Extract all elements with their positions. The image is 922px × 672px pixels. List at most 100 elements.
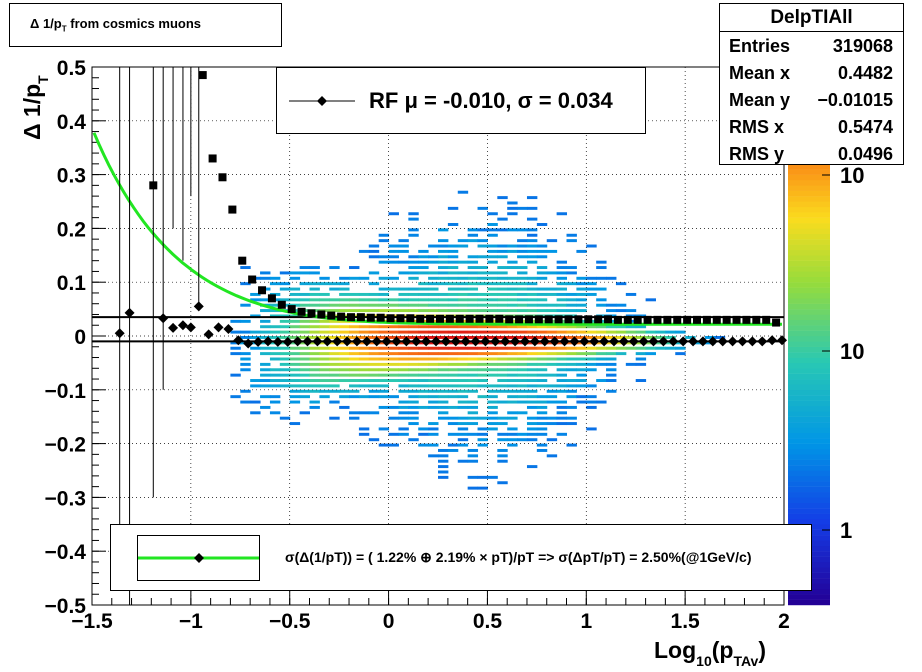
stats-key: Mean y (729, 90, 791, 110)
mean-point (628, 336, 639, 347)
heatmap-cell (398, 239, 409, 243)
heatmap-cell (457, 190, 469, 194)
heatmap-cell (447, 309, 459, 313)
heatmap-cell (447, 244, 459, 248)
heatmap-cell (497, 282, 508, 286)
heatmap-cell (497, 422, 508, 426)
color-bar-segment (788, 368, 830, 374)
heatmap-cell (566, 330, 577, 334)
heatmap-cell (566, 405, 577, 409)
heatmap-cell (517, 303, 528, 307)
heatmap-cell (269, 352, 281, 356)
heatmap-cell (408, 395, 419, 399)
heatmap-cell (497, 400, 508, 404)
heatmap-cell (358, 336, 370, 339)
heatmap-cell (447, 266, 459, 270)
heatmap-cell (388, 362, 399, 366)
heatmap-cell (388, 432, 399, 436)
color-bar-segment (788, 223, 830, 229)
heatmap-cell (447, 443, 459, 447)
heatmap-cell (487, 416, 498, 420)
heatmap-cell (339, 379, 350, 382)
heatmap-cell (536, 422, 548, 426)
heatmap-cell (447, 282, 459, 286)
sigma-point (396, 314, 405, 323)
color-bar-segment (788, 594, 830, 600)
heatmap-cell (378, 346, 390, 350)
heatmap-cell (467, 362, 479, 366)
sigma-point (307, 309, 316, 318)
heatmap-cell (507, 362, 518, 366)
color-bar-segment (788, 492, 830, 498)
heatmap-cell (269, 384, 281, 388)
heatmap-cell (398, 287, 409, 291)
heatmap-cell (279, 282, 291, 286)
color-bar-segment (788, 239, 830, 245)
heatmap-cell (408, 212, 419, 216)
heatmap-cell (447, 260, 459, 264)
heatmap-cell (546, 400, 558, 404)
heatmap-cell (507, 432, 518, 436)
heatmap-cell (615, 325, 627, 329)
heatmap-cell (269, 282, 281, 286)
y-tick-label: 0.1 (57, 272, 87, 295)
heatmap-cell (477, 384, 488, 388)
heatmap-cell (418, 255, 429, 259)
heatmap-cell (438, 411, 449, 415)
heatmap-cell (269, 379, 281, 382)
heatmap-cell (536, 276, 548, 280)
color-bar-segment (788, 266, 830, 272)
heatmap-cell (536, 309, 548, 313)
heatmap-cell (319, 276, 330, 280)
heatmap-cell (418, 432, 429, 436)
heatmap-cell (566, 271, 577, 275)
heatmap-cell (299, 357, 310, 361)
heatmap-cell (438, 389, 449, 393)
heatmap-cell (240, 303, 251, 307)
heatmap-cell (526, 438, 538, 442)
heatmap-cell (260, 336, 271, 339)
fit-legend-text: σ(Δ(1/pT)) = ( 1.22% ⊕ 2.19% × pT)/pT =>… (285, 549, 752, 565)
heatmap-cell (467, 400, 479, 404)
sigma-point (683, 315, 692, 324)
heatmap-cell (477, 239, 488, 243)
heatmap-cell (388, 287, 399, 291)
color-bar-segment (788, 438, 830, 444)
heatmap-cell (507, 411, 518, 415)
heatmap-cell (388, 395, 399, 399)
heatmap-cell (566, 346, 577, 350)
heatmap-cell (457, 244, 469, 248)
heatmap-cell (289, 352, 301, 356)
heatmap-cell (536, 373, 548, 377)
heatmap-cell (299, 352, 310, 356)
sigma-point (445, 314, 454, 323)
heatmap-cell (536, 379, 548, 382)
heatmap-cell (447, 303, 459, 307)
heatmap-cell (388, 260, 399, 264)
heatmap-cell (507, 206, 518, 210)
heatmap-cell (428, 379, 439, 382)
heatmap-cell (556, 400, 568, 404)
mean-point (253, 336, 264, 347)
heatmap-cell (289, 389, 301, 393)
color-bar-segment (788, 373, 830, 380)
heatmap-cell (339, 303, 350, 307)
heatmap-cell (378, 330, 390, 334)
heatmap-cell (487, 325, 498, 329)
heatmap-cell (398, 325, 409, 329)
heatmap-cell (230, 346, 241, 350)
heatmap-cell (339, 368, 350, 372)
heatmap-cell (368, 255, 380, 259)
heatmap-cell (279, 368, 291, 372)
heatmap-cell (358, 303, 370, 307)
heatmap-cell (438, 352, 449, 356)
heatmap-cell (388, 298, 399, 302)
heatmap-cell (299, 389, 310, 393)
heatmap-cell (526, 432, 538, 436)
heatmap-cell (556, 330, 568, 334)
heatmap-cell (388, 249, 399, 253)
heatmap-cell (467, 309, 479, 313)
y-tick-label: −0.1 (45, 380, 87, 403)
heatmap-cell (606, 309, 617, 313)
heatmap-cell (487, 400, 498, 404)
